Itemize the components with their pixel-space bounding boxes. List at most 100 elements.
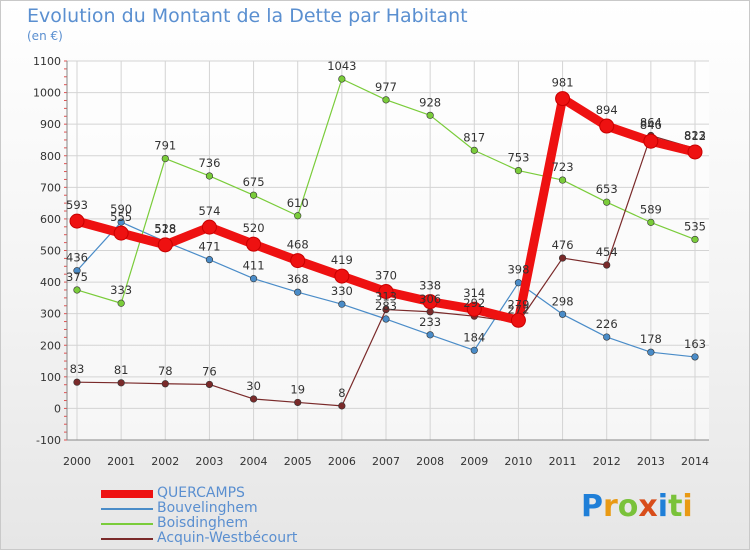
data-point	[161, 380, 169, 388]
data-label: 864	[640, 116, 662, 130]
data-label: 753	[507, 151, 529, 165]
y-tick-label: 500	[40, 245, 61, 258]
data-label: 589	[640, 202, 662, 216]
y-tick-label: 800	[40, 150, 61, 163]
data-label: 292	[463, 296, 485, 310]
x-tick-label: 2012	[593, 455, 621, 468]
data-point	[382, 305, 390, 314]
data-label: 272	[507, 303, 529, 317]
data-point	[426, 331, 434, 339]
data-label: 846	[640, 118, 662, 132]
data-point	[73, 378, 81, 386]
data-label: 298	[552, 294, 574, 308]
logo-letter: t	[668, 489, 683, 524]
y-tick-label: 1100	[33, 55, 61, 68]
y-tick-label: 600	[40, 213, 61, 226]
data-label: 610	[287, 196, 309, 210]
data-point	[514, 279, 523, 287]
data-point	[470, 146, 478, 154]
chart-title: Evolution du Montant de la Dette par Hab…	[27, 5, 468, 27]
data-label: 375	[66, 270, 88, 284]
data-point	[117, 218, 125, 226]
data-label: 226	[596, 317, 618, 331]
data-point	[205, 256, 214, 264]
logo-letter: P	[581, 489, 603, 524]
data-point	[647, 348, 655, 356]
data-point	[334, 268, 350, 284]
data-point	[290, 253, 306, 269]
data-label: 454	[596, 245, 618, 259]
data-label: 398	[507, 263, 529, 277]
legend-swatch-boisdinghem	[101, 523, 153, 525]
data-label: 590	[110, 202, 132, 216]
data-label: 436	[66, 251, 88, 265]
logo-letter: o	[617, 489, 639, 524]
legend-label-acquin-westbecourt: Acquin-Westbécourt	[157, 530, 298, 546]
x-tick-label: 2014	[681, 455, 709, 468]
data-point	[382, 96, 390, 104]
y-tick-label: 700	[40, 181, 61, 194]
data-label: 823	[684, 128, 706, 142]
data-point	[555, 91, 571, 107]
data-label: 471	[198, 240, 220, 254]
data-point	[603, 333, 611, 341]
data-point	[558, 310, 567, 318]
data-point	[338, 402, 346, 410]
data-label: 977	[375, 80, 397, 94]
data-point	[510, 312, 526, 328]
x-tick-label: 2000	[63, 455, 91, 468]
data-point	[294, 398, 302, 407]
data-label: 78	[158, 364, 173, 378]
y-tick-label: -100	[36, 434, 61, 447]
data-point	[205, 380, 214, 389]
data-label: 411	[243, 259, 265, 273]
data-point	[73, 267, 81, 275]
y-tick-label: 300	[40, 308, 61, 321]
data-label: 83	[70, 362, 85, 376]
data-label: 368	[287, 272, 309, 286]
data-point	[687, 144, 703, 160]
x-tick-label: 2001	[107, 455, 135, 468]
data-label: 476	[552, 238, 574, 252]
data-point	[294, 212, 302, 220]
data-point	[647, 218, 655, 226]
y-tick-label: 900	[40, 118, 61, 131]
data-point	[205, 172, 214, 180]
y-tick-label: 1000	[33, 87, 61, 100]
data-label: 370	[375, 269, 397, 283]
data-label: 817	[463, 130, 485, 144]
data-point	[426, 111, 434, 119]
data-label: 314	[463, 286, 485, 300]
legend-label-quercamps: QUERCAMPS	[157, 485, 245, 501]
data-point	[470, 346, 478, 354]
data-point	[558, 176, 567, 184]
data-label: 419	[331, 253, 353, 267]
data-label: 306	[419, 292, 441, 306]
data-point	[558, 254, 567, 262]
x-tick-label: 2009	[460, 455, 488, 468]
data-label: 653	[596, 182, 618, 196]
data-point	[691, 353, 699, 361]
logo-letter: x	[638, 489, 658, 524]
data-point	[514, 166, 523, 175]
x-tick-label: 2004	[240, 455, 268, 468]
data-label: 163	[684, 337, 706, 351]
x-tick-label: 2011	[549, 455, 577, 468]
data-point	[117, 299, 125, 307]
data-label: 30	[246, 379, 261, 393]
data-label: 76	[202, 364, 217, 378]
data-point	[338, 300, 346, 308]
data-point	[201, 219, 217, 235]
x-tick-label: 2013	[637, 455, 665, 468]
x-tick-label: 2007	[372, 455, 400, 468]
data-label: 535	[684, 219, 706, 233]
data-point	[161, 154, 169, 163]
data-label: 283	[375, 299, 397, 313]
legend: QUERCAMPS Bouvelinghem Boisdinghem Acqui…	[101, 485, 401, 547]
data-label: 330	[331, 284, 353, 298]
legend-swatch-acquin-westbecourt	[101, 538, 153, 540]
data-label: 723	[552, 160, 574, 174]
x-tick-label: 2010	[504, 455, 532, 468]
data-point	[603, 198, 611, 206]
